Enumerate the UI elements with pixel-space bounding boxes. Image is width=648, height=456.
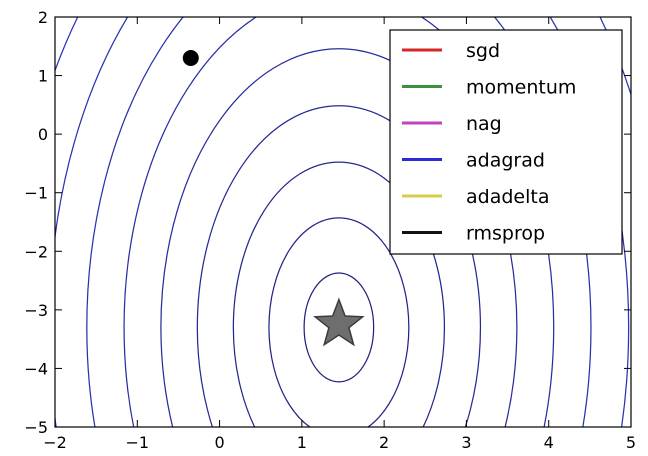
x-tick-label: 1 [297,433,307,452]
start-point-marker [182,50,199,66]
y-tick-label: 1 [38,67,48,86]
x-tick-label: 2 [379,433,389,452]
y-tick-label: 2 [38,8,48,27]
contour-line [160,48,518,427]
axis-ticks: −2 −1 0 1 2 3 4 5 −5 −4 −3 −2 −1 0 1 2 [24,8,636,452]
x-tick-label: −1 [125,433,149,452]
contour-line [123,17,555,427]
x-tick-label: −2 [43,433,67,452]
y-tick-label: −3 [24,301,48,320]
legend-label-momentum: momentum [466,77,576,99]
y-tick-label: −4 [24,359,48,378]
x-tick-label: 0 [214,433,224,452]
contour-line [303,272,375,383]
contour-line [196,105,482,427]
y-tick-label: 0 [38,125,48,144]
legend-label-adagrad: adagrad [466,150,545,172]
x-tick-label: 3 [461,433,471,452]
markers [182,50,365,347]
legend-label-adadelta: adadelta [466,186,549,208]
y-tick-label: −2 [24,242,48,261]
x-tick-label: 4 [544,433,554,452]
legend-box [389,29,623,255]
y-tick-label: −1 [24,184,48,203]
y-tick-label: −5 [24,418,48,437]
legend: sgd momentum nag adagrad adadelta rmsprop [389,29,623,255]
plot-frame [54,16,632,428]
legend-label-rmsprop: rmsprop [466,223,545,245]
contour-line [86,17,592,427]
contour-line [268,217,410,427]
legend-label-nag: nag [466,113,502,135]
x-tick-label: 5 [626,433,636,452]
contour-line [55,17,630,427]
legend-label-sgd: sgd [466,40,500,62]
contour-line [232,161,446,427]
minimum-star-marker [313,297,365,347]
